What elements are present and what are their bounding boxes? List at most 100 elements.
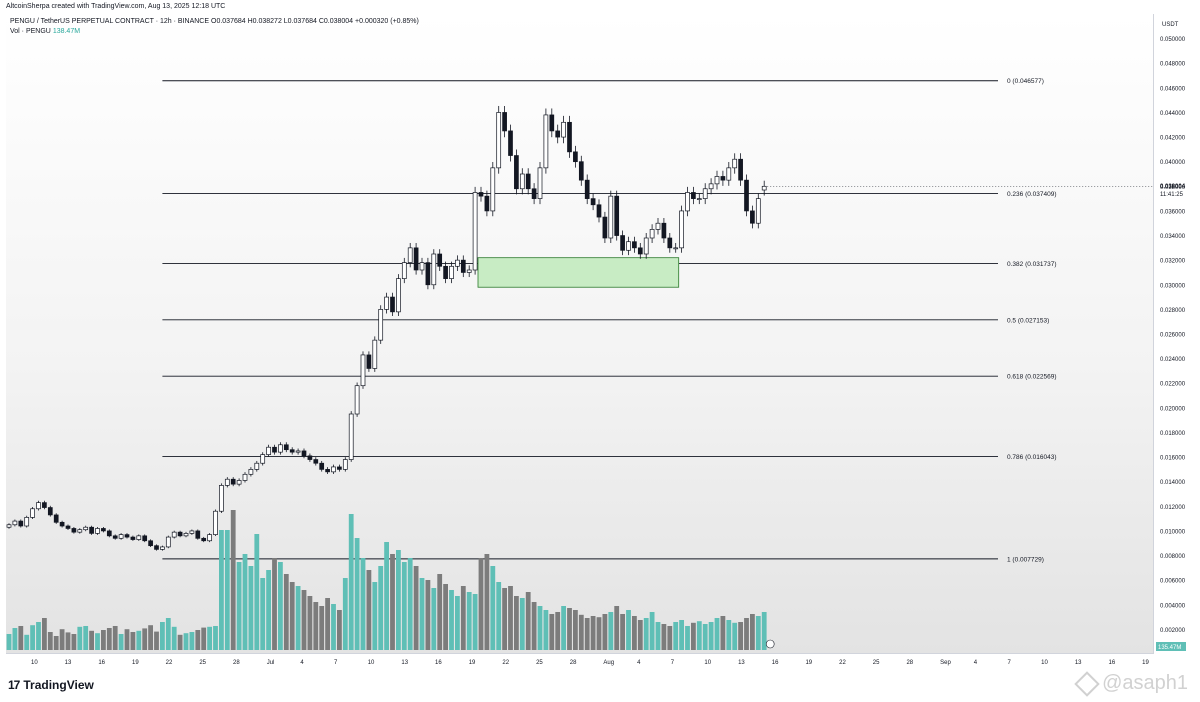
candle-body — [649, 229, 655, 239]
volume-bar — [490, 566, 496, 650]
volume-bar — [584, 618, 590, 650]
time-axis-tick: 16 — [435, 660, 442, 666]
time-axis-tick: 13 — [1075, 660, 1082, 666]
volume-bar — [260, 578, 266, 650]
volume-bar — [360, 558, 366, 650]
volume-bar — [637, 620, 643, 650]
candle-body — [219, 485, 224, 512]
volume-bar — [36, 622, 41, 650]
volume-bar — [195, 630, 201, 650]
volume-bar — [755, 616, 761, 650]
volume-bar — [301, 590, 307, 650]
volume-bar — [413, 566, 419, 650]
volume-bar — [449, 590, 454, 650]
candle-body — [460, 259, 466, 273]
volume-bar — [189, 632, 195, 650]
candle-body — [478, 192, 484, 197]
legend-symbol-row: PENGU / TetherUS PERPETUAL CONTRACT · 12… — [10, 17, 419, 27]
candle-body — [608, 195, 614, 239]
volume-bar — [154, 631, 159, 650]
candle-body — [407, 247, 413, 263]
legend-volume-row: Vol · PENGU 138.47M — [10, 27, 419, 37]
candle-body — [602, 216, 608, 239]
volume-bar — [160, 622, 165, 650]
price-axis-tick: 0.040000 — [1160, 160, 1186, 166]
volume-bar — [761, 612, 767, 650]
candle-body — [543, 114, 549, 169]
volume-bar — [83, 626, 89, 650]
candle-body — [189, 530, 195, 534]
price-chart[interactable]: USDT 0.050000 0.048000 0.046000 0.044000 0.04… — [0, 0, 1200, 670]
time-axis-tick: 19 — [469, 660, 476, 666]
candle-body — [655, 222, 661, 230]
fib-level-label: 1 (0.007729) — [1007, 556, 1044, 563]
candle-body — [502, 112, 507, 132]
volume-bar — [466, 592, 472, 650]
volume-bar — [207, 626, 212, 650]
price-axis-tick: 0.024000 — [1160, 357, 1186, 363]
volume-bar — [213, 626, 218, 650]
candle-body — [160, 546, 165, 550]
candle-body — [331, 466, 336, 473]
candle-body — [360, 354, 366, 387]
candle-body — [490, 167, 496, 212]
time-axis-tick: 4 — [637, 660, 641, 666]
candle-body — [260, 454, 266, 464]
volume-bar — [319, 606, 325, 650]
price-axis-tick: 0.020000 — [1160, 406, 1186, 412]
volume-bar — [679, 620, 684, 650]
price-axis-tick: 0.022000 — [1160, 382, 1186, 388]
candle-body — [12, 520, 18, 526]
volume-bar — [165, 618, 171, 650]
volume-bar — [236, 562, 242, 650]
time-axis-tick: 19 — [1142, 660, 1149, 666]
volume-bar — [331, 604, 336, 650]
price-axis-tick: 0.034000 — [1160, 234, 1186, 240]
price-axis-tick: 0.012000 — [1160, 505, 1186, 511]
volume-bar — [354, 538, 360, 650]
candle-body — [101, 528, 106, 532]
chart-plot-area[interactable] — [6, 14, 1154, 654]
candle-body — [154, 545, 159, 550]
volume-bar — [543, 610, 549, 650]
price-axis-tick: 0.016000 — [1160, 456, 1186, 462]
candle-body — [508, 130, 513, 156]
candle-body — [213, 510, 218, 535]
volume-bar — [726, 620, 732, 650]
candle-body — [195, 530, 201, 539]
volume-bar — [177, 634, 183, 650]
volume-bar — [372, 582, 378, 650]
candle-body — [95, 528, 100, 534]
candle-body — [289, 449, 295, 453]
price-axis-tick: 0.010000 — [1160, 529, 1186, 535]
candle-body — [555, 130, 561, 138]
candle-body — [573, 151, 578, 163]
volume-bar — [89, 630, 94, 650]
candle-body — [761, 185, 767, 191]
candle-body — [466, 269, 472, 273]
volume-bar — [649, 612, 655, 650]
candle-body — [142, 535, 148, 542]
volume-bar — [278, 562, 283, 650]
volume-bar — [626, 610, 631, 650]
volume-bar — [401, 562, 407, 650]
candle-body — [313, 459, 319, 464]
candle-body — [590, 198, 596, 206]
volume-bar — [254, 534, 260, 650]
tradingview-brand: TradingView — [23, 678, 94, 692]
support-zone — [477, 257, 680, 288]
candle-body — [36, 502, 41, 510]
time-axis-tick: Aug — [603, 660, 614, 666]
volume-bar — [437, 574, 443, 650]
candle-body — [148, 540, 153, 547]
candle-body — [130, 536, 136, 540]
candle-body — [620, 235, 625, 251]
time-axis-tick: 10 — [1041, 660, 1048, 666]
volume-bar — [632, 616, 637, 650]
tradingview-logo[interactable]: 17 TradingView — [8, 678, 94, 692]
volume-bar — [95, 633, 100, 650]
time-axis-tick: 16 — [1108, 660, 1115, 666]
candle-body — [348, 413, 354, 460]
current-price-label: 0.038004 — [1160, 184, 1186, 190]
volume-bar — [519, 598, 525, 650]
